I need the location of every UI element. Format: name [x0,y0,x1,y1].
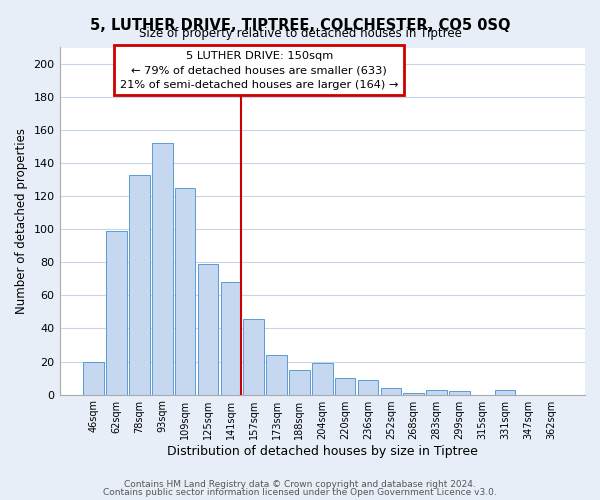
Bar [426,390,447,394]
Bar [175,188,196,394]
Text: 5, LUTHER DRIVE, TIPTREE, COLCHESTER, CO5 0SQ: 5, LUTHER DRIVE, TIPTREE, COLCHESTER, CO… [90,18,510,32]
Text: Contains public sector information licensed under the Open Government Licence v3: Contains public sector information licen… [103,488,497,497]
Text: Size of property relative to detached houses in Tiptree: Size of property relative to detached ho… [139,28,461,40]
X-axis label: Distribution of detached houses by size in Tiptree: Distribution of detached houses by size … [167,444,478,458]
Bar [266,355,287,395]
Bar [380,388,401,394]
Text: Contains HM Land Registry data © Crown copyright and database right 2024.: Contains HM Land Registry data © Crown c… [124,480,476,489]
Text: 5 LUTHER DRIVE: 150sqm
← 79% of detached houses are smaller (633)
21% of semi-de: 5 LUTHER DRIVE: 150sqm ← 79% of detached… [120,51,398,90]
Bar [312,363,332,394]
Y-axis label: Number of detached properties: Number of detached properties [15,128,28,314]
Bar [106,231,127,394]
Bar [358,380,378,394]
Bar [83,362,104,394]
Bar [449,392,470,394]
Bar [335,378,355,394]
Bar [495,390,515,394]
Bar [129,175,150,394]
Bar [221,282,241,395]
Bar [152,144,173,394]
Bar [198,264,218,394]
Bar [289,370,310,394]
Bar [244,318,264,394]
Bar [403,393,424,394]
